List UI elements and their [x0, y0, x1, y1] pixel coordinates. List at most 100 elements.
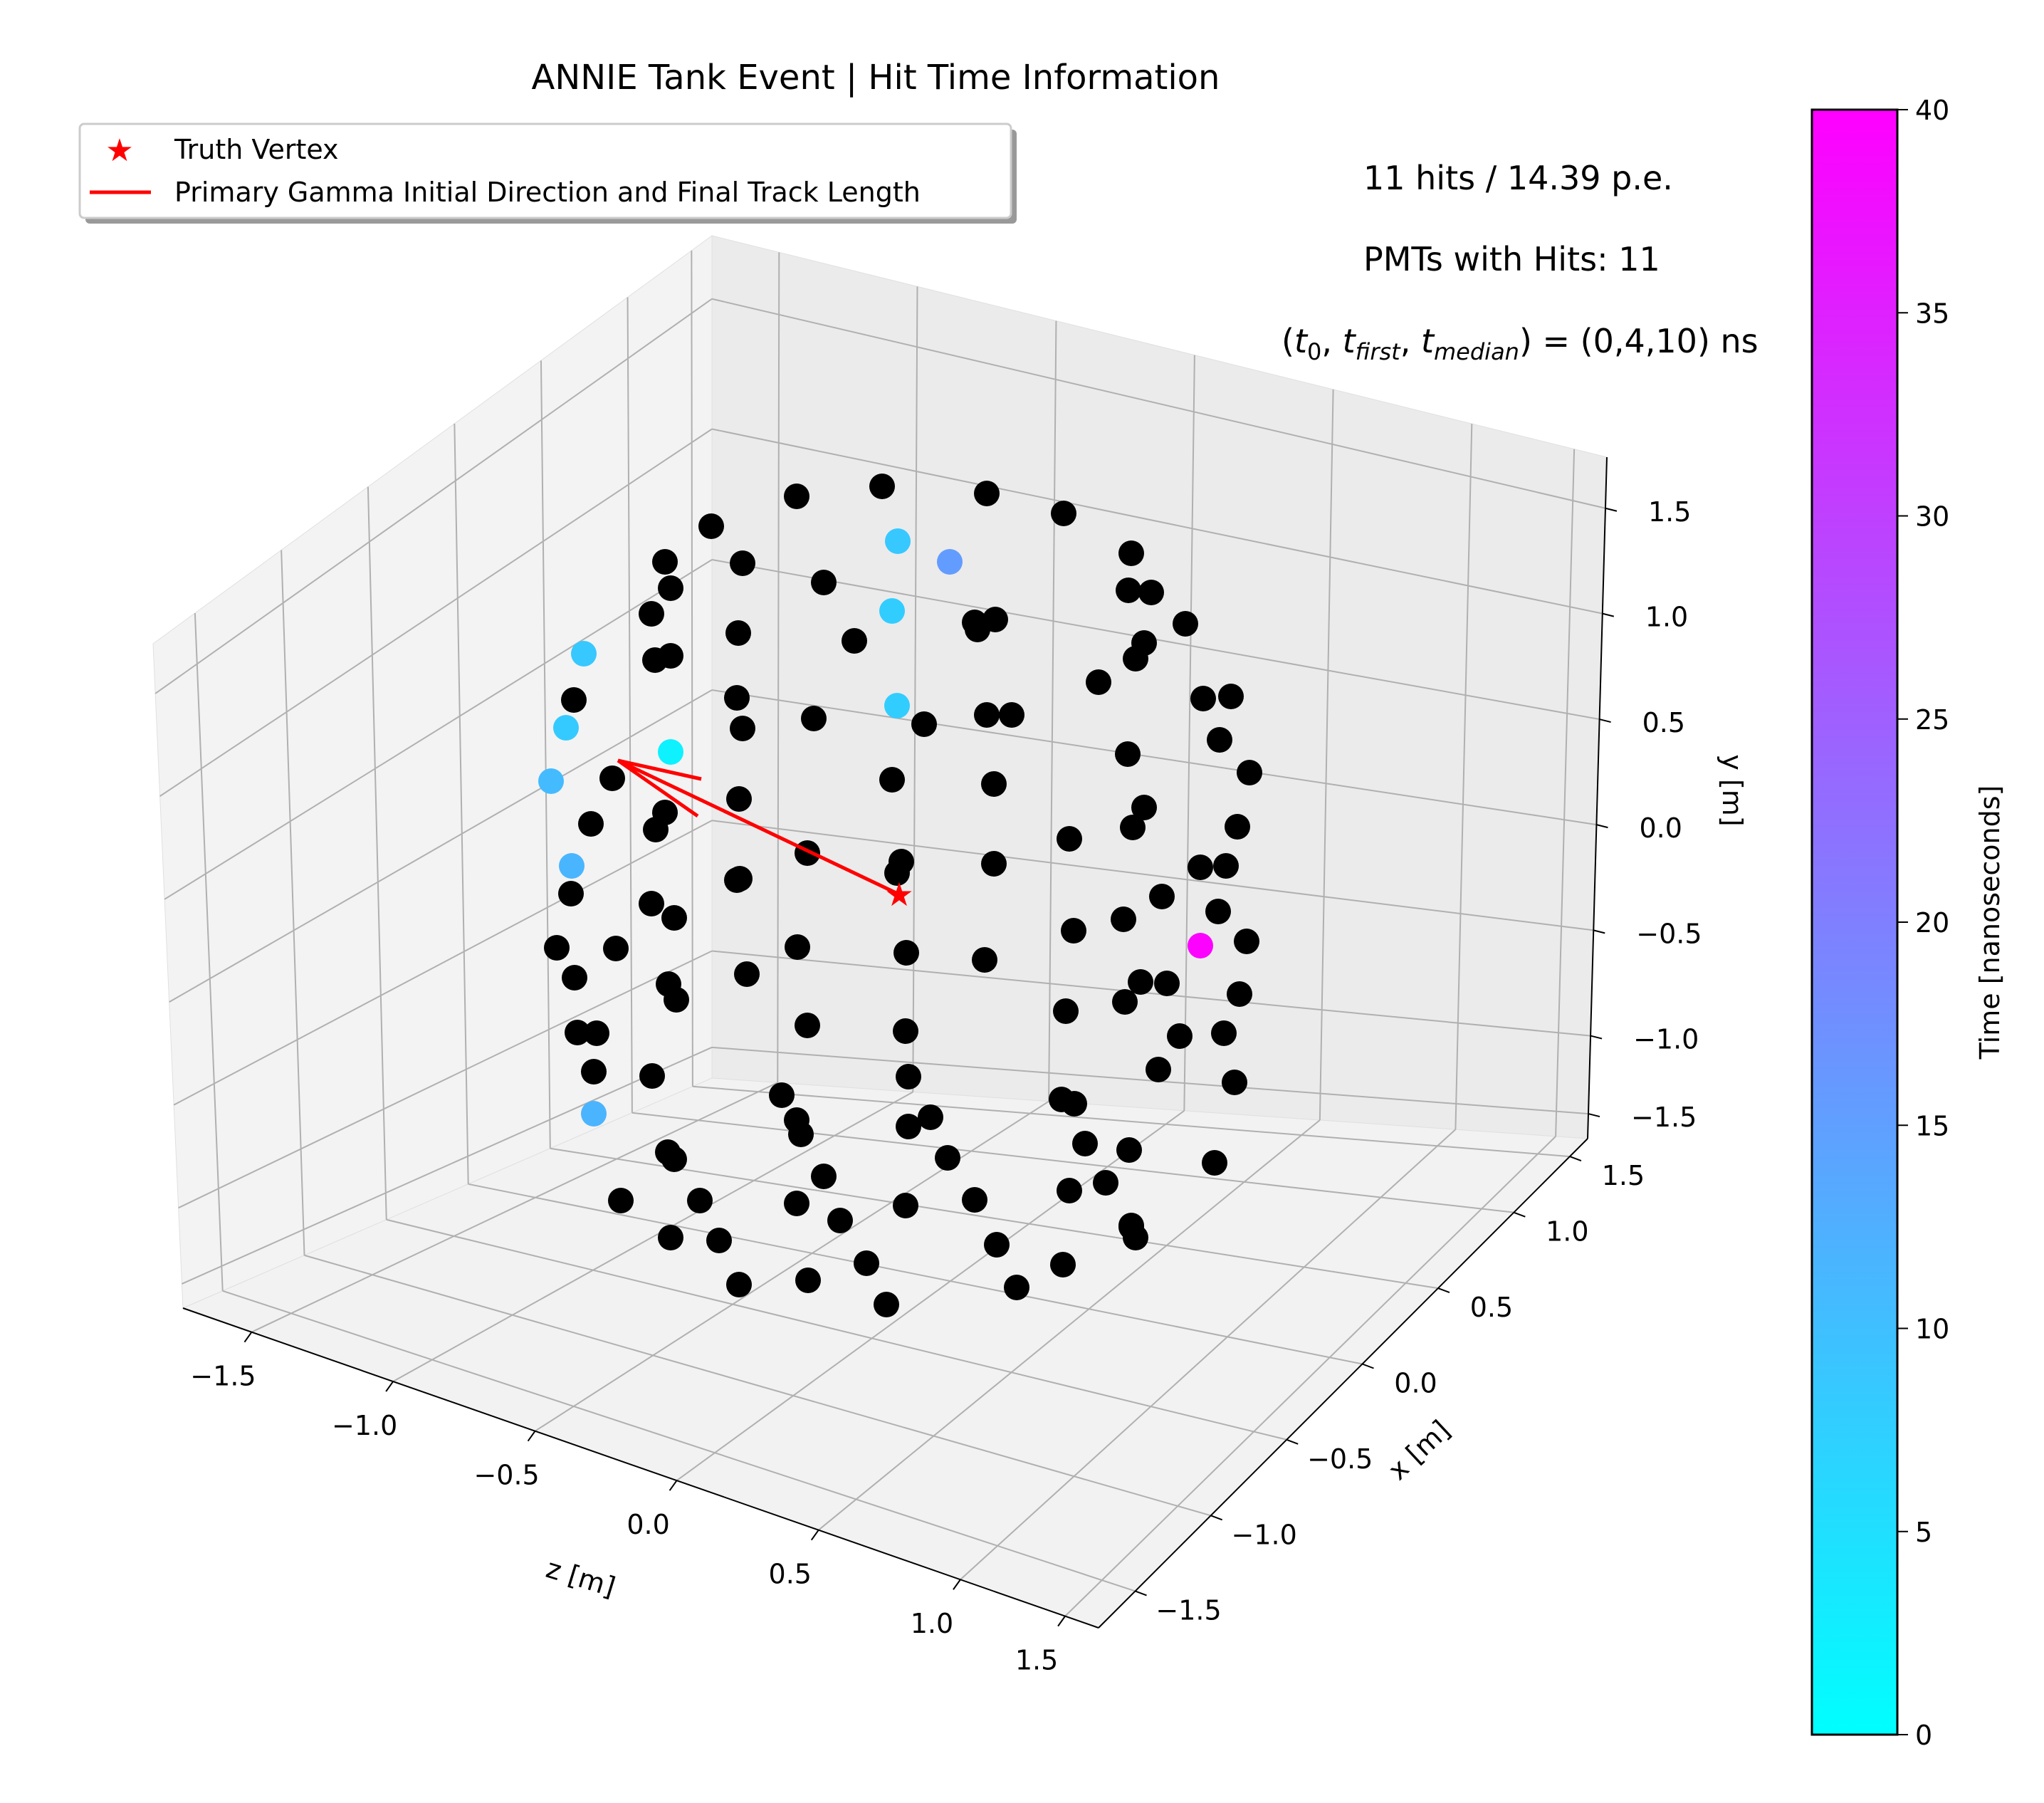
pmt-hit: [884, 693, 910, 718]
y-axis-line: [1587, 456, 1608, 1139]
z-tick-label: 1.0: [911, 1608, 953, 1639]
track-arrowhead: [617, 758, 702, 781]
pmt-no-hit: [1072, 1131, 1098, 1156]
pmt-no-hit: [1123, 1225, 1148, 1250]
colorbar: 0 5 10 15 20 25 30 35 40 Time [nanoseconds]: [1810, 95, 2006, 1751]
pmt-hit: [1188, 933, 1213, 958]
pmt-no-hit: [788, 1122, 814, 1147]
pmt-no-hit: [1057, 826, 1082, 852]
pmt-no-hit: [842, 628, 867, 654]
pmt-no-hit: [1062, 1091, 1087, 1117]
pmt-no-hit: [784, 484, 809, 509]
pmt-no-hit: [562, 965, 587, 991]
pmt-no-hit: [1218, 684, 1244, 709]
pmt-no-hit: [784, 1191, 809, 1216]
pmt-no-hit: [896, 1114, 921, 1139]
x-tick-mark: [1437, 1287, 1450, 1294]
floor-grid-z: [1064, 1136, 1556, 1617]
pmt-no-hit: [1050, 1252, 1076, 1277]
x-tick-mark: [1286, 1438, 1299, 1445]
times-annotation: (t0, tfirst, tmedian) = (0,4,10) ns: [1282, 322, 1759, 365]
pmt-no-hit: [698, 513, 724, 539]
legend-star-icon: ★: [105, 132, 133, 169]
x-tick-label: 0.5: [1470, 1292, 1513, 1323]
tmedian-symbol: t: [1421, 322, 1435, 360]
back-grid-y: [711, 950, 1591, 1037]
legend: ★ Truth Vertex Primary Gamma Initial Dir…: [78, 122, 1017, 224]
pmt-no-hit: [1202, 1150, 1227, 1176]
pmt-no-hit: [652, 549, 678, 575]
pmt-no-hit: [918, 1104, 943, 1130]
pmt-no-hit: [734, 961, 760, 987]
back-grid-z: [777, 252, 780, 1083]
pmt-no-hit: [785, 934, 810, 960]
pmt-no-hit: [1051, 501, 1076, 526]
x-axis-label: x [m]: [1382, 1414, 1456, 1486]
floor-grid-z: [535, 1100, 1049, 1432]
x-tick-mark: [1569, 1156, 1582, 1162]
back-grid-z: [1555, 449, 1576, 1136]
pmt-no-hit: [1111, 906, 1136, 932]
left-grid-y: [169, 689, 713, 1003]
y-axis-label: y [m]: [1717, 754, 1748, 826]
pmt-no-hit: [1004, 1275, 1029, 1300]
y-tick-label: 0.5: [1642, 707, 1685, 738]
pmt-no-hit: [982, 607, 1008, 632]
pmt-no-hit: [1211, 1020, 1237, 1046]
pmt-no-hit: [578, 811, 604, 837]
pmt-no-hit: [608, 1188, 634, 1213]
back-grid-z: [1319, 389, 1334, 1121]
pmt-no-hit: [584, 1020, 609, 1046]
pmt-no-hit: [599, 765, 625, 791]
pmt-no-hit: [1118, 540, 1144, 566]
x-tick-mark: [1135, 1590, 1147, 1596]
pmt-no-hit: [1086, 669, 1111, 695]
z-axis-label: z [m]: [543, 1552, 619, 1603]
pmt-no-hit: [854, 1250, 879, 1276]
t0-subscript: 0: [1307, 338, 1321, 365]
pmt-no-hit: [1149, 884, 1175, 909]
pmt-no-hit: [639, 891, 664, 916]
colorbar-tick-label: 20: [1915, 907, 1949, 939]
pmt-no-hit: [1222, 1070, 1247, 1095]
pmt-no-hit: [658, 643, 683, 669]
pmt-no-hit: [1138, 580, 1164, 605]
back-grid-y: [711, 820, 1594, 931]
pmt-no-hit: [1116, 578, 1141, 603]
y-tick-mark: [1590, 1035, 1603, 1040]
pmt-no-hit: [730, 550, 755, 576]
pmt-no-hit: [724, 867, 750, 893]
colorbar-tick-label: 15: [1915, 1110, 1949, 1141]
pmt-no-hit: [558, 881, 584, 906]
pmt-no-hit: [893, 1018, 918, 1044]
colorbar-tick-label: 25: [1915, 704, 1949, 736]
z-tick-mark: [953, 1579, 961, 1590]
pmt-no-hit: [1213, 853, 1239, 879]
floor-grid-x: [468, 1183, 1363, 1365]
times-value: ) = (0,4,10) ns: [1519, 322, 1759, 360]
pmt-no-hit: [687, 1188, 713, 1213]
colorbar-tick-label: 35: [1915, 298, 1949, 329]
pmt-no-hit: [658, 575, 683, 601]
pmt-no-hit: [730, 716, 755, 741]
z-tick-mark: [669, 1480, 678, 1491]
x-tick-mark: [1362, 1363, 1374, 1369]
pmt-no-hit: [801, 706, 827, 731]
left-grid-x: [281, 550, 305, 1255]
pmt-no-hit: [1115, 741, 1141, 767]
pmt-no-hit: [724, 685, 750, 711]
pmt-no-hit: [893, 940, 919, 966]
left-grid-y: [178, 950, 713, 1209]
y-tick-label: 1.5: [1648, 496, 1691, 528]
z-tick-mark: [810, 1530, 819, 1541]
pmt-hit: [553, 715, 579, 741]
back-pane: [711, 235, 1608, 1139]
z-tick-mark: [385, 1381, 394, 1392]
pmt-no-hit: [972, 947, 997, 973]
pmt-no-hit: [603, 936, 629, 961]
pmt-no-hit: [827, 1208, 853, 1233]
tfirst-symbol: t: [1343, 322, 1357, 360]
pmt-no-hit: [544, 935, 570, 961]
pmt-no-hit: [1131, 795, 1157, 820]
pmt-no-hit: [984, 1232, 1010, 1258]
